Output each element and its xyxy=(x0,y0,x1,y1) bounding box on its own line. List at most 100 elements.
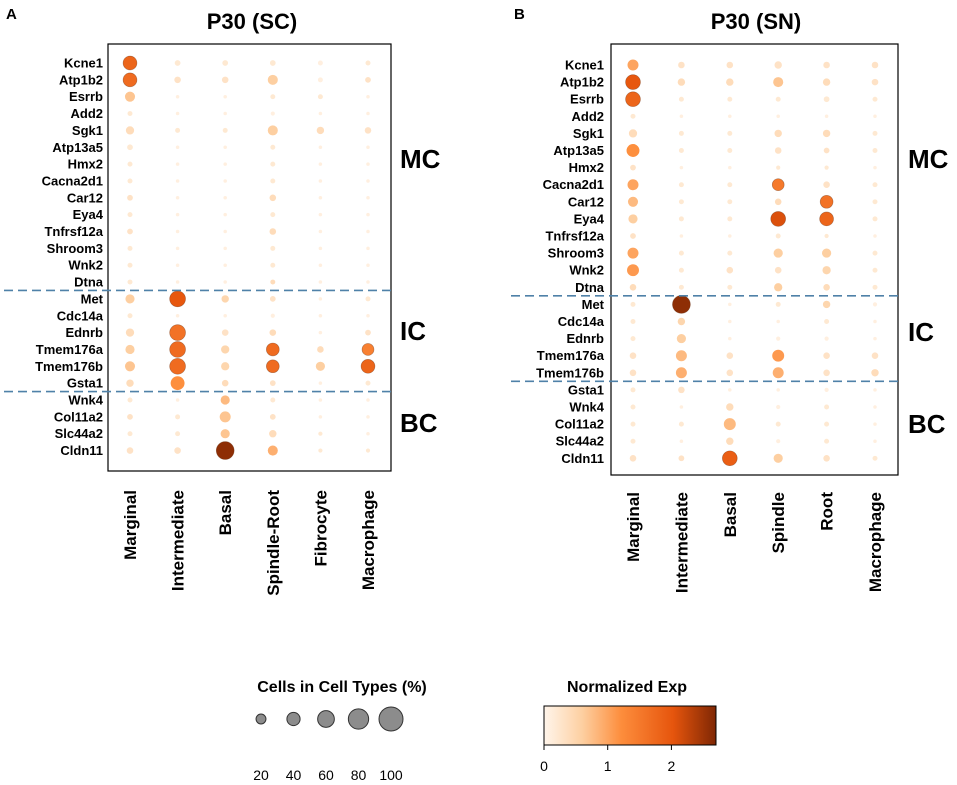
panel-b-dot-cldn11-basal xyxy=(722,450,738,467)
panel-a-dot-kcne1-basal xyxy=(222,60,229,66)
panel-b-letter: B xyxy=(514,6,525,23)
panel-b-gene-labels: Kcne1 Atp1b2 Esrrb Add2 Sgk1 Atp13a5 Hmx2 Cacna… xyxy=(536,58,605,466)
panel-b-dot-tmem176b-spindle xyxy=(772,367,784,379)
panel-b-dot-cdc14a-basal xyxy=(728,319,732,324)
panel-b-dot-ednrb-intermediate xyxy=(676,334,686,344)
panel-a-dot-eya4-fibrocyte xyxy=(318,212,323,217)
panel-a-dot-add2-fibrocyte xyxy=(318,111,323,116)
panel-a-dot-dtna-spindle-root xyxy=(270,279,276,285)
panel-b-dot-wnk4-basal xyxy=(726,403,734,411)
panel-a-dot-col11a2-spindle-root xyxy=(269,413,276,420)
panel-a-group-label-ic: IC xyxy=(400,316,426,346)
panel-a-dot-hmx2-macrophage xyxy=(366,162,370,166)
panel-a-dot-car12-spindle-root xyxy=(269,194,277,202)
panel-a-dot-cldn11-spindle-root xyxy=(267,445,278,456)
panel-b-dot-kcne1-root xyxy=(823,61,830,69)
panel-b-dot-tmem176b-macrophage xyxy=(871,369,879,377)
panel-b-dot-col11a2-basal xyxy=(723,418,736,431)
panel-b-group-label-mc: MC xyxy=(908,144,949,174)
panel-a-dot-tmem176a-fibrocyte xyxy=(317,346,324,353)
panel-a-gene-label: Tmem176b xyxy=(35,359,103,374)
panel-b-dot-cacna2d1-intermediate xyxy=(678,182,684,188)
panel-a-dot-met-intermediate xyxy=(169,290,186,308)
panel-b-dot-shroom3-root xyxy=(822,248,832,258)
panel-b-gene-label: Slc44a2 xyxy=(556,434,604,449)
panel-b-dot-gsta1-spindle xyxy=(776,388,780,392)
panel-b-dot-dtna-marginal xyxy=(629,284,637,291)
panel-a-dot-ednrb-spindle-root xyxy=(269,329,277,336)
panel-b-dot-cldn11-spindle xyxy=(773,453,783,463)
panel-b-dot-eya4-root xyxy=(819,211,834,227)
panel-b-plot-frame xyxy=(610,43,899,476)
panel-a-dot-car12-macrophage xyxy=(366,196,370,200)
panel-a-dot-cldn11-marginal xyxy=(126,447,134,454)
panel-b-dot-add2-root xyxy=(824,114,829,119)
panel-a-dot-tnfrsf12a-macrophage xyxy=(366,229,370,234)
panel-a-dot-col11a2-basal xyxy=(219,411,231,423)
panel-b-dots xyxy=(625,59,879,467)
panel-a-dot-met-spindle-root xyxy=(269,296,276,302)
panel-a-gene-label: Dtna xyxy=(74,275,104,290)
panel-b-dot-col11a2-root xyxy=(824,421,830,427)
panel-a-dot-atp1b2-intermediate xyxy=(174,76,181,84)
panel-b-dot-add2-intermediate xyxy=(679,114,684,119)
panel-a-dot-slc44a2-fibrocyte xyxy=(318,431,323,436)
panel-b-dot-met-intermediate xyxy=(672,295,691,314)
panel-a-dot-cldn11-fibrocyte xyxy=(318,448,323,453)
panel-b-dot-wnk2-basal xyxy=(726,266,734,274)
panel-a-dot-sgk1-intermediate xyxy=(175,127,181,133)
panel-a-dot-slc44a2-intermediate xyxy=(175,431,181,437)
panel-b-dot-atp13a5-basal xyxy=(727,148,733,153)
panel-a-dot-tmem176b-marginal xyxy=(124,361,136,372)
panel-a-gene-label: Car12 xyxy=(67,190,103,205)
panel-a-dot-shroom3-marginal xyxy=(127,245,133,251)
panel-a-dot-cldn11-basal xyxy=(215,441,235,460)
panel-b-dot-gsta1-intermediate xyxy=(678,386,685,394)
panel-a-dot-hmx2-fibrocyte xyxy=(318,162,323,166)
size-legend-label: 60 xyxy=(318,767,334,783)
panel-a-dot-atp13a5-intermediate xyxy=(175,145,180,150)
panel-a-dot-tnfrsf12a-intermediate xyxy=(175,229,180,234)
panel-b-dot-col11a2-macrophage xyxy=(873,422,877,426)
panel-a-dot-cldn11-intermediate xyxy=(174,447,181,454)
panel-a-dot-wnk4-marginal xyxy=(127,397,133,403)
size-legend-circle-80 xyxy=(347,708,370,730)
panel-b-dot-add2-marginal xyxy=(630,113,636,119)
panel-b-dot-tmem176a-marginal xyxy=(629,352,637,359)
panel-b-celltype-label: Spindle xyxy=(769,492,788,553)
panel-b-dot-cldn11-intermediate xyxy=(678,455,685,462)
panel-a-dot-slc44a2-basal xyxy=(220,429,230,439)
panel-a-dot-gsta1-fibrocyte xyxy=(318,381,323,385)
panel-a-dot-cldn11-macrophage xyxy=(365,448,371,453)
panel-a-dot-dtna-basal xyxy=(223,280,227,284)
panel-a-gene-label: Shroom3 xyxy=(47,241,103,256)
panel-b-dot-atp1b2-spindle xyxy=(773,77,784,88)
panel-b-dot-ednrb-basal xyxy=(728,336,732,341)
panel-a-dot-eya4-macrophage xyxy=(366,212,370,217)
panel-a-dot-wnk4-intermediate xyxy=(175,398,180,402)
panel-b-dot-dtna-macrophage xyxy=(872,284,878,290)
panel-b-dot-slc44a2-basal xyxy=(726,437,734,445)
panel-a-dot-met-fibrocyte xyxy=(318,297,323,301)
panel-a-dot-ednrb-basal xyxy=(221,329,229,336)
panel-b-gene-label: Met xyxy=(582,297,605,312)
color-legend-title: Normalized Exp xyxy=(567,679,687,696)
panel-b-gene-label: Dtna xyxy=(575,280,605,295)
panel-a-dot-gsta1-intermediate xyxy=(170,376,185,391)
panel-b-gene-label: Cdc14a xyxy=(558,314,605,329)
panel-b-dot-tmem176b-basal xyxy=(726,369,734,377)
panel-a-dot-wnk2-fibrocyte xyxy=(318,263,323,267)
panel-b-dot-car12-intermediate xyxy=(678,199,684,205)
panel-b-dot-gsta1-marginal xyxy=(630,387,636,393)
panel-b-dot-sgk1-macrophage xyxy=(872,130,878,136)
panel-b-dot-gsta1-basal xyxy=(728,388,732,392)
panel-a-celltype-label: Basal xyxy=(216,490,235,535)
panel-a-dot-wnk2-macrophage xyxy=(366,263,370,267)
panel-a-gene-label: Col11a2 xyxy=(54,409,103,424)
panel-b-group-label-ic: IC xyxy=(908,317,934,347)
panel-b-gene-label: Tmem176a xyxy=(537,348,605,363)
panel-a-dot-esrrb-intermediate xyxy=(175,94,180,99)
panel-a-dot-cdc14a-intermediate xyxy=(175,313,180,318)
